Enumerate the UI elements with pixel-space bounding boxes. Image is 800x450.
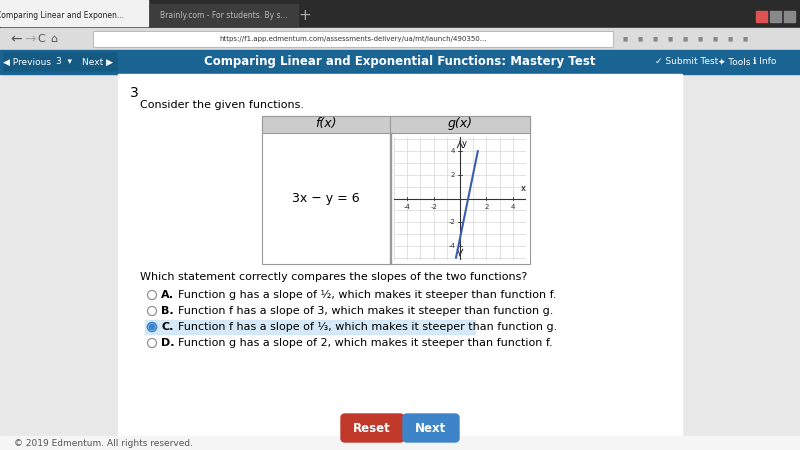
Text: Function f has a slope of ⅓, which makes it steeper than function g.: Function f has a slope of ⅓, which makes… (178, 322, 558, 332)
FancyBboxPatch shape (77, 53, 117, 71)
Text: y: y (462, 140, 467, 148)
Text: 3: 3 (130, 86, 138, 100)
Text: ■: ■ (638, 36, 642, 41)
Bar (0, 0, 148, 26)
FancyBboxPatch shape (341, 414, 404, 442)
Text: ℹ Info: ℹ Info (753, 58, 776, 67)
Text: B.: B. (161, 306, 174, 316)
Text: ◀ Previous: ◀ Previous (3, 58, 51, 67)
Text: © 2019 Edmentum. All rights reserved.: © 2019 Edmentum. All rights reserved. (14, 438, 193, 447)
Bar (784, 11, 795, 22)
Text: Function g has a slope of ½, which makes it steeper than function f.: Function g has a slope of ½, which makes… (178, 290, 557, 300)
FancyBboxPatch shape (4, 53, 51, 71)
Text: 3  ▾: 3 ▾ (56, 58, 72, 67)
Bar (0, 0, 800, 28)
Text: ■: ■ (682, 36, 688, 41)
Text: https://f1.app.edmentum.com/assessments-delivery/ua/mt/launch/490350...: https://f1.app.edmentum.com/assessments-… (219, 36, 486, 42)
Text: g(x): g(x) (447, 117, 473, 130)
Bar (145, 320, 475, 334)
Text: Which statement correctly compares the slopes of the two functions?: Which statement correctly compares the s… (140, 272, 527, 282)
Text: Comparing Linear and Exponential Functions: Mastery Test: Comparing Linear and Exponential Functio… (204, 55, 596, 68)
Text: Brainly.com - For students. By s...: Brainly.com - For students. By s... (160, 12, 288, 21)
Text: ■: ■ (667, 36, 673, 41)
Text: -4: -4 (404, 204, 410, 210)
Text: -4: -4 (449, 243, 455, 249)
Text: Next ▶: Next ▶ (82, 58, 113, 67)
Text: Next: Next (415, 422, 446, 435)
Circle shape (147, 338, 157, 347)
Circle shape (147, 323, 157, 332)
Bar (770, 11, 781, 22)
Text: -2: -2 (430, 204, 437, 210)
Bar (262, 116, 530, 264)
Text: ←: ← (10, 32, 22, 46)
Text: Reset: Reset (353, 422, 391, 435)
Text: ⌂: ⌂ (50, 34, 57, 44)
Text: C: C (37, 34, 45, 44)
Text: x: x (521, 184, 526, 193)
Text: Function g has a slope of 2, which makes it steeper than function f.: Function g has a slope of 2, which makes… (178, 338, 553, 348)
Circle shape (149, 324, 155, 330)
Text: ✓ Submit Test: ✓ Submit Test (655, 58, 718, 67)
Text: ■: ■ (652, 36, 658, 41)
FancyBboxPatch shape (52, 53, 76, 71)
Text: ■: ■ (727, 36, 733, 41)
Bar (0, 50, 800, 74)
Text: Function f has a slope of 3, which makes it steeper than function g.: Function f has a slope of 3, which makes… (178, 306, 554, 316)
Text: ■: ■ (742, 36, 748, 41)
Text: ■: ■ (698, 36, 702, 41)
Bar (0, 28, 800, 50)
Text: C.: C. (161, 322, 174, 332)
Text: ■: ■ (622, 36, 628, 41)
Circle shape (147, 291, 157, 300)
Text: D.: D. (161, 338, 174, 348)
Text: 4: 4 (451, 148, 455, 154)
Text: 2: 2 (484, 204, 489, 210)
Bar (0, 436, 800, 450)
Bar (93, 31, 613, 47)
Text: -2: -2 (449, 219, 455, 225)
FancyBboxPatch shape (403, 414, 459, 442)
Text: A.: A. (161, 290, 174, 300)
Text: f(x): f(x) (315, 117, 337, 130)
Text: 3x − y = 6: 3x − y = 6 (292, 192, 360, 205)
Text: 4: 4 (510, 204, 515, 210)
Text: Consider the given functions.: Consider the given functions. (140, 100, 304, 110)
Bar (118, 74, 682, 436)
Text: 2: 2 (451, 172, 455, 178)
Circle shape (147, 306, 157, 315)
Bar (390, 133, 391, 264)
Text: ✦ Tools: ✦ Tools (718, 58, 750, 67)
Bar (756, 11, 767, 22)
Text: Comparing Linear and Exponen...: Comparing Linear and Exponen... (0, 10, 124, 19)
Bar (390, 116, 530, 133)
Bar (262, 116, 390, 133)
Bar (150, 4, 298, 26)
Text: →: → (24, 32, 36, 46)
Text: +: + (298, 8, 311, 22)
Text: ■: ■ (712, 36, 718, 41)
